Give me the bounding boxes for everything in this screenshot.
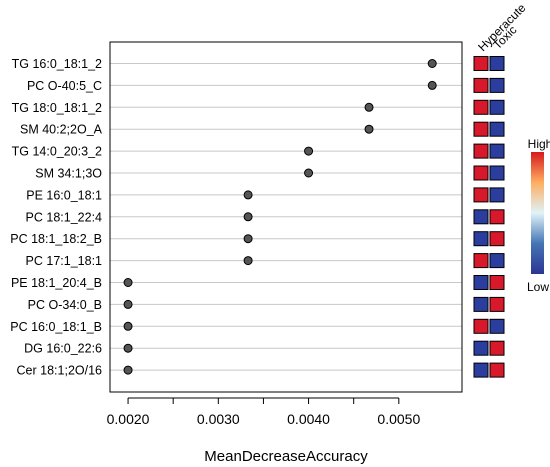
category-label: TG 16:0_18:1_2 bbox=[12, 57, 102, 71]
heatmap-cell-toxic bbox=[489, 99, 505, 115]
data-point bbox=[123, 321, 133, 331]
heatmap-cell-toxic bbox=[489, 340, 505, 356]
heatmap-cell-toxic bbox=[489, 231, 505, 247]
heatmap-cell-toxic bbox=[489, 275, 505, 290]
category-label: SM 34:1;3O bbox=[35, 167, 102, 181]
x-axis: 0.0020 0.0030 0.0040 0.0050 bbox=[107, 397, 420, 427]
x-tick-label: 0.0020 bbox=[107, 411, 150, 427]
heatmap-cell-toxic bbox=[489, 121, 505, 137]
heatmap-cell-hyperacute bbox=[473, 187, 489, 203]
data-point bbox=[427, 80, 437, 90]
x-tick-label: 0.0050 bbox=[377, 411, 420, 427]
category-label: PC O-40:5_C bbox=[27, 79, 102, 93]
data-point bbox=[243, 234, 253, 244]
heatmap-cell-hyperacute bbox=[473, 231, 489, 247]
category-label: PE 16:0_18:1 bbox=[26, 188, 102, 202]
x-tick-label: 0.0040 bbox=[287, 411, 330, 427]
heatmap-cell-hyperacute bbox=[473, 56, 489, 71]
heatmap-cell-hyperacute bbox=[473, 209, 489, 225]
heatmap-cell-hyperacute bbox=[473, 296, 489, 312]
category-label: PC 16:0_18:1_B bbox=[10, 320, 102, 334]
data-point bbox=[123, 299, 133, 309]
heatmap-cell-toxic bbox=[489, 209, 505, 225]
category-label: PC 18:1_18:2_B bbox=[10, 232, 102, 246]
heatmap-cell-toxic bbox=[489, 56, 505, 71]
category-label: TG 14:0_20:3_2 bbox=[12, 145, 102, 159]
heatmap-cell-hyperacute bbox=[473, 253, 489, 269]
category-labels: TG 16:0_18:1_2 PC O-40:5_C TG 18:0_18:1_2 S… bbox=[10, 57, 102, 378]
heatmap-cell-toxic bbox=[489, 362, 505, 378]
heatmap-cell-hyperacute bbox=[473, 362, 489, 378]
heatmap-cell-toxic bbox=[489, 253, 505, 269]
heatmap-cell-toxic bbox=[489, 318, 505, 334]
data-point bbox=[243, 256, 253, 266]
data-point bbox=[304, 168, 314, 178]
legend-gradient-bar bbox=[531, 152, 544, 274]
heatmap-cell-toxic bbox=[489, 187, 505, 203]
heatmap-strip bbox=[473, 56, 505, 378]
heatmap-cell-hyperacute bbox=[473, 275, 489, 290]
heatmap-cell-hyperacute bbox=[473, 121, 489, 137]
heatmap-cell-hyperacute bbox=[473, 99, 489, 115]
category-label: PE 18:1_20:4_B bbox=[11, 276, 102, 290]
data-point bbox=[243, 212, 253, 222]
x-tick-label: 0.0030 bbox=[197, 411, 240, 427]
data-point bbox=[304, 146, 314, 156]
grid-lines bbox=[110, 63, 462, 371]
category-label: DG 16:0_22:6 bbox=[24, 342, 102, 356]
data-point bbox=[364, 102, 374, 112]
heatmap-cell-hyperacute bbox=[473, 340, 489, 356]
category-label: Cer 18:1;2O/16 bbox=[17, 364, 103, 378]
data-point bbox=[427, 59, 437, 68]
heatmap-cell-toxic bbox=[489, 77, 505, 93]
data-point bbox=[123, 278, 133, 287]
data-points bbox=[123, 59, 437, 375]
heatmap-cell-toxic bbox=[489, 143, 505, 159]
heatmap-cell-hyperacute bbox=[473, 165, 489, 181]
category-label: PC O-34:0_B bbox=[28, 298, 102, 312]
heatmap-cell-toxic bbox=[489, 296, 505, 312]
color-legend: High Low bbox=[527, 137, 550, 294]
data-point bbox=[364, 124, 374, 134]
legend-high-label: High bbox=[528, 137, 550, 151]
category-label: TG 18:0_18:1_2 bbox=[12, 101, 102, 115]
x-axis-title: MeanDecreaseAccuracy bbox=[204, 448, 368, 465]
category-label: PC 17:1_18:1 bbox=[26, 254, 102, 268]
heatmap-cell-hyperacute bbox=[473, 318, 489, 334]
legend-low-label: Low bbox=[527, 280, 549, 294]
heatmap-cell-hyperacute bbox=[473, 143, 489, 159]
data-point bbox=[123, 343, 133, 353]
heatmap-cell-hyperacute bbox=[473, 77, 489, 93]
heatmap-cell-toxic bbox=[489, 165, 505, 181]
data-point bbox=[123, 365, 133, 375]
data-point bbox=[243, 190, 253, 200]
plot-frame bbox=[109, 41, 463, 393]
category-label: PC 18:1_22:4 bbox=[26, 210, 102, 224]
category-label: SM 40:2;2O_A bbox=[20, 123, 103, 137]
